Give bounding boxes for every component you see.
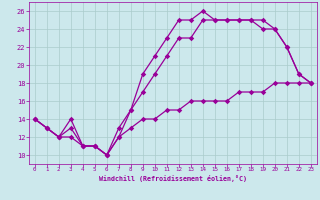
- X-axis label: Windchill (Refroidissement éolien,°C): Windchill (Refroidissement éolien,°C): [99, 175, 247, 182]
